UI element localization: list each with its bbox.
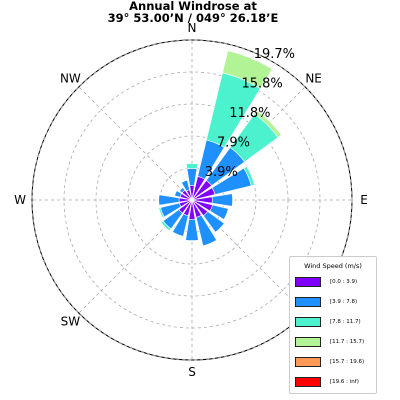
bar-ESE-bin1 <box>209 204 229 220</box>
legend-item: [19.6 : inf) <box>295 377 375 388</box>
grid-spoke <box>78 86 193 201</box>
bar-SSW-bin2 <box>171 231 184 238</box>
legend-swatch <box>295 317 321 327</box>
radial-tick-label: 19.7% <box>254 47 295 62</box>
bar-SE-bin1 <box>203 211 225 233</box>
compass-label-s: S <box>188 365 196 379</box>
compass-label-n: N <box>188 21 197 35</box>
legend-item: [15.7 : 19.6) <box>295 357 375 368</box>
bar-SSE-bin1 <box>195 214 218 247</box>
grid-ring <box>31 39 353 361</box>
compass-label-w: W <box>14 193 26 207</box>
legend-swatch <box>295 337 321 347</box>
bar-NNE-bin3 <box>222 50 273 89</box>
legend-label: [11.7 : 15.7) <box>330 339 365 345</box>
grid-ring <box>127 135 257 265</box>
radial-tick-label: 7.9% <box>217 136 250 151</box>
radial-tick-label: 11.8% <box>229 106 270 121</box>
bar-N-bin2 <box>185 163 199 170</box>
compass-label-sw: SW <box>61 315 81 329</box>
bar-WNW-bin1 <box>174 190 183 198</box>
chart-title-line2: 39° 53.00’N / 049° 26.18’E <box>107 11 279 25</box>
bar-S-bin1 <box>185 218 199 241</box>
legend-label: [15.7 : 19.6) <box>330 359 365 365</box>
legend-item: [3.9 : 7.8) <box>295 297 375 308</box>
compass-label-e: E <box>360 193 368 207</box>
legend-item: [7.8 : 11.7) <box>295 317 375 328</box>
legend-swatch <box>295 277 321 287</box>
bar-SW-bin2 <box>160 220 172 232</box>
legend-label: [7.8 : 11.7) <box>330 319 361 325</box>
bar-ENE-bin2 <box>243 166 255 187</box>
legend-label: [3.9 : 7.8) <box>330 299 358 305</box>
legend-swatch <box>295 297 321 307</box>
legend-swatch <box>295 377 321 387</box>
bar-W-bin1 <box>158 194 180 206</box>
legend-item: [11.7 : 15.7) <box>295 337 375 348</box>
compass-label-ne: NE <box>305 71 322 85</box>
radial-tick-label: 15.8% <box>241 76 282 91</box>
legend-label: [19.6 : inf) <box>330 379 359 385</box>
radial-tick-label: 3.9% <box>205 165 238 180</box>
bar-NNW-bin1 <box>180 179 190 192</box>
legend-label: [0.0 : 3.9) <box>330 279 358 285</box>
bar-N-bin1 <box>186 168 198 186</box>
bar-NE-bin3 <box>254 110 282 138</box>
legend-swatch <box>295 357 321 367</box>
legend-item: [0.0 : 3.9) <box>295 277 375 288</box>
legend-title: Wind Speed (m/s) <box>304 262 362 270</box>
bar-NW-bin1 <box>179 187 186 194</box>
legend: Wind Speed (m/s) [0.0 : 3.9) [3.9 : 7.8) [… <box>289 256 377 394</box>
bar-WSW-bin2 <box>158 207 165 219</box>
compass-label-nw: NW <box>60 71 81 85</box>
chart-title-line1: Annual Windrose at <box>129 0 257 13</box>
bar-E-bin1 <box>211 193 233 207</box>
